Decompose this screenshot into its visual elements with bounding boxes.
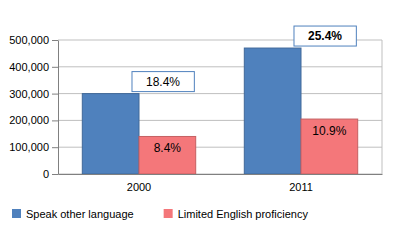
legend-swatch <box>164 209 173 218</box>
label-box <box>294 26 356 46</box>
x-tick-label: 2000 <box>127 181 151 193</box>
y-tick: 100,000 <box>9 141 58 153</box>
x-tick-label: 2011 <box>289 181 313 193</box>
y-tick-mark <box>52 67 58 68</box>
y-tick: 200,000 <box>9 114 58 126</box>
grid <box>58 40 382 174</box>
frame-line <box>382 40 383 174</box>
data-label: 25.4% <box>308 29 342 43</box>
bar <box>244 48 301 174</box>
y-tick-label: 400,000 <box>9 61 49 73</box>
legend: Speak other language Limited English prof… <box>12 208 308 220</box>
label-box <box>132 72 194 92</box>
y-tick-label: 500,000 <box>9 34 49 46</box>
y-tick: 300,000 <box>9 88 58 100</box>
y-tick-mark <box>52 174 58 175</box>
data-label: 18.4% <box>146 75 180 89</box>
bar <box>139 136 196 174</box>
y-tick: 0 <box>43 168 58 180</box>
x-axis: 2000 2011 <box>59 174 383 193</box>
grid-line <box>58 66 382 67</box>
bar <box>82 94 139 174</box>
y-tick-label: 200,000 <box>9 114 49 126</box>
data-label: 8.4% <box>154 141 182 155</box>
chart: 0 100,000 200,000 300,000 400,000 500,000 2000… <box>0 0 400 236</box>
x-tick: 2011 <box>289 174 313 193</box>
y-tick-mark <box>52 120 58 121</box>
legend-item: Limited English proficiency <box>164 208 309 220</box>
legend-swatch <box>12 209 21 218</box>
x-tick: 2000 <box>127 174 151 193</box>
y-tick-mark <box>52 94 58 95</box>
data-labels: 18.4% 25.4% 8.4% 10.9% <box>132 26 356 155</box>
y-tick-label: 100,000 <box>9 141 49 153</box>
bar <box>301 119 358 174</box>
y-tick-label: 0 <box>43 168 49 180</box>
y-tick-mark <box>52 147 58 148</box>
x-axis-line <box>59 174 383 175</box>
legend-label: Speak other language <box>26 208 134 220</box>
legend-label: Limited English proficiency <box>178 208 309 220</box>
data-label: 10.9% <box>312 124 346 138</box>
y-tick-mark <box>52 40 58 41</box>
y-axis: 0 100,000 200,000 300,000 400,000 500,000 <box>9 34 58 180</box>
y-tick: 500,000 <box>9 34 58 46</box>
y-tick: 400,000 <box>9 61 58 73</box>
y-axis-line <box>58 41 59 175</box>
bars <box>82 48 357 174</box>
plot: 0 100,000 200,000 300,000 400,000 500,000 2000… <box>9 26 382 193</box>
legend-item: Speak other language <box>12 208 134 220</box>
y-tick-label: 300,000 <box>9 88 49 100</box>
